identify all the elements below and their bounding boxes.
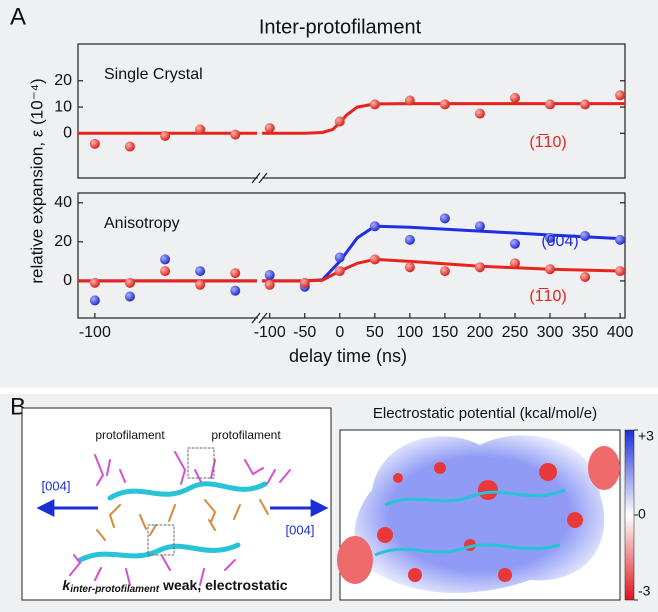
x-tick-label: 400 <box>607 324 634 341</box>
data-point <box>474 108 485 119</box>
potential-map <box>337 435 620 593</box>
data-point <box>369 221 380 232</box>
data-point <box>369 254 380 265</box>
y-tick-label: 0 <box>63 272 72 289</box>
data-point <box>369 99 380 110</box>
data-point <box>474 221 485 232</box>
data-point <box>195 279 206 290</box>
data-point <box>404 262 415 273</box>
axis-break-gap <box>258 315 262 321</box>
x-tick-label: 250 <box>502 324 529 341</box>
x-tick-label: 300 <box>537 324 564 341</box>
data-point <box>439 213 450 224</box>
data-point <box>580 271 591 282</box>
data-point <box>404 95 415 106</box>
molecule-drawing <box>69 447 291 586</box>
axis-break-gap <box>258 175 262 181</box>
data-point <box>615 266 626 277</box>
axis-break <box>251 172 268 184</box>
panel-label: A <box>10 3 26 30</box>
panel-a-bg <box>0 0 658 388</box>
annotation: Single Crystal <box>104 66 203 83</box>
data-point <box>264 270 275 281</box>
y-tick-label: 10 <box>54 98 72 115</box>
y-tick-label: 0 <box>63 125 72 142</box>
x-tick-label: 0 <box>335 324 344 341</box>
data-point <box>195 266 206 277</box>
data-point <box>545 99 556 110</box>
x-tick-label: 50 <box>366 324 384 341</box>
data-point <box>160 130 171 141</box>
colorbar <box>624 429 635 601</box>
data-point <box>509 258 520 269</box>
data-point <box>230 285 241 296</box>
data-point <box>264 123 275 134</box>
annotation: Anisotropy <box>104 215 180 232</box>
x-tick-label: 100 <box>397 324 424 341</box>
data-point <box>195 124 206 135</box>
data-point <box>124 277 135 288</box>
x-tick-label: -100 <box>79 324 111 341</box>
data-point <box>334 266 345 277</box>
data-point <box>615 234 626 245</box>
caption-text: weak, electrostatic <box>162 577 288 593</box>
data-point <box>89 295 100 306</box>
data-point <box>545 232 556 243</box>
colorbar-tick-label: +3 <box>638 428 654 444</box>
series-label: (1̅10) <box>529 287 566 305</box>
caption-subscript: inter-protofilament <box>70 584 160 595</box>
y-tick-label: 20 <box>54 72 72 89</box>
data-point <box>474 262 485 273</box>
y-tick-label: 40 <box>54 194 72 211</box>
x-tick-label: 350 <box>572 324 599 341</box>
data-point <box>580 99 591 110</box>
x-tick-label: -50 <box>293 324 316 341</box>
data-point <box>334 252 345 263</box>
data-point <box>545 264 556 275</box>
structure-box <box>21 407 332 601</box>
data-point <box>299 277 310 288</box>
x-tick-label: 150 <box>432 324 459 341</box>
direction-label: [004] <box>286 522 315 537</box>
data-point <box>264 279 275 290</box>
series-label: (004) <box>541 233 578 250</box>
data-point <box>124 141 135 152</box>
direction-label: [004] <box>42 478 71 493</box>
y-tick-label: 20 <box>54 233 72 250</box>
data-point <box>509 238 520 249</box>
protofilament-label: protofilament <box>95 428 165 442</box>
plot-frame <box>77 43 626 179</box>
plot-frame <box>77 192 626 319</box>
protofilament-label: protofilament <box>211 428 281 442</box>
data-point <box>230 268 241 279</box>
data-point <box>615 90 626 101</box>
data-point <box>230 129 241 140</box>
data-point <box>439 266 450 277</box>
data-point <box>404 234 415 245</box>
data-point <box>160 266 171 277</box>
caption-symbol: k <box>62 577 71 593</box>
colorbar-tick-label: -3 <box>638 583 651 599</box>
data-point <box>89 138 100 149</box>
data-point <box>580 230 591 241</box>
colorbar-tick-label: 0 <box>638 506 646 522</box>
data-point <box>334 116 345 127</box>
x-tick-label: -100 <box>254 324 286 341</box>
axis-break <box>251 312 268 324</box>
series-label: (1̅10) <box>529 133 566 151</box>
x-tick-label: 200 <box>467 324 494 341</box>
data-point <box>124 291 135 302</box>
chart-title: Inter-protofilament <box>259 16 422 38</box>
data-point <box>160 254 171 265</box>
data-point <box>439 99 450 110</box>
data-point <box>89 277 100 288</box>
y-axis-label: relative expansion, ε (10⁻⁴) <box>27 78 46 283</box>
x-axis-label: delay time (ns) <box>289 346 407 366</box>
map-title: Electrostatic potential (kcal/mol/e) <box>373 405 597 422</box>
caption: kinter-protofilament weak, electrostatic <box>62 577 287 595</box>
data-point <box>509 92 520 103</box>
